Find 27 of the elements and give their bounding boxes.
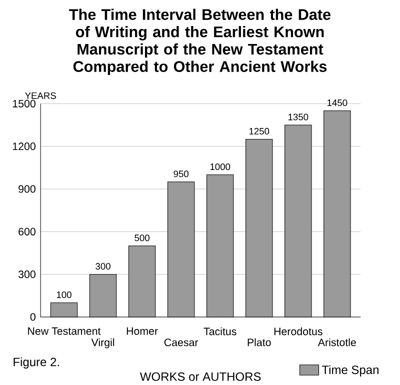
x-axis-title: WORKS or AUTHORS [140, 372, 261, 381]
y-tick-label: 1500 [12, 100, 36, 108]
x-tick-label: Plato [248, 338, 271, 346]
x-tick-label: Homer [126, 327, 158, 335]
y-tick-label: 600 [18, 228, 36, 236]
y-tick-label: 900 [18, 185, 36, 193]
data-label: 950 [174, 170, 188, 178]
data-label: 1250 [249, 128, 270, 134]
data-label: 1450 [328, 99, 348, 106]
x-tick-label: Caesar [164, 338, 198, 346]
y-axis-title: YEARS [24, 92, 56, 99]
x-tick-label: Aristotle [318, 338, 356, 346]
data-label: 300 [96, 262, 110, 270]
x-tick-label: New Testament [28, 327, 101, 335]
y-tick-label: 300 [18, 270, 36, 278]
data-label: 1350 [288, 114, 308, 120]
x-tick-label: Herodotus [274, 327, 322, 336]
y-tick-label: 0 [30, 313, 36, 321]
legend-label: Time Span [322, 365, 378, 376]
data-label: 500 [134, 234, 150, 242]
caption: Figure 2. [14, 357, 59, 368]
data-label: 100 [56, 291, 72, 298]
x-tick-label: Tacitus [204, 327, 236, 336]
x-tick-label: Virgil [91, 338, 114, 348]
data-label: 1000 [210, 163, 230, 170]
y-tick-label: 1200 [12, 142, 36, 150]
chart-title: The Time Interval Between the Date of Writing and the Earliest Known Manuscript of the New Testament Compared to Other Ancient Works [69, 8, 331, 75]
